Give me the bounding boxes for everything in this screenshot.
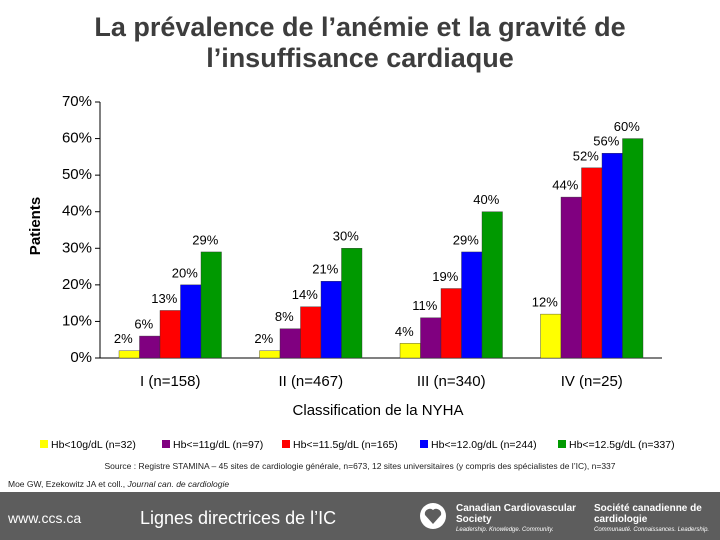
y-tick-label: 60% — [62, 130, 92, 147]
x-tick-label: II (n=467) — [278, 373, 343, 390]
value-label: 40% — [473, 192, 499, 207]
value-label: 11% — [412, 298, 437, 313]
value-label: 13% — [151, 291, 177, 306]
legend-swatch — [282, 440, 290, 448]
x-tick-label: III (n=340) — [417, 373, 486, 390]
bar — [461, 251, 483, 359]
bar — [139, 335, 161, 359]
value-label: 8% — [275, 309, 294, 324]
legend-label: Hb<=11g/dL (n=97) — [173, 439, 263, 451]
bar — [320, 281, 342, 359]
bar — [622, 138, 644, 359]
footer-guide: Lignes directrices de l’IC — [140, 508, 337, 528]
source: Source : Registre STAMINA – 45 sites de … — [104, 461, 616, 471]
citation-authors: Moe GW, Ezekowitz JA et coll., — [8, 479, 126, 489]
legend-label: Hb<10g/dL (n=32) — [51, 439, 136, 451]
bar — [420, 317, 442, 359]
legend-label: Hb<=11.5g/dL (n=165) — [293, 439, 398, 451]
value-label: 60% — [614, 119, 640, 134]
citation: Moe GW, Ezekowitz JA et coll., Journal c… — [8, 479, 229, 489]
tagline-en: Leadership. Knowledge. Community. — [456, 527, 554, 533]
tagline-fr: Communauté. Connaissances. Leadership. — [594, 527, 710, 533]
bar — [118, 350, 140, 359]
value-label: 44% — [552, 178, 578, 193]
legend-label: Hb<=12.5g/dL (n=337) — [569, 439, 675, 451]
bar — [180, 284, 202, 359]
value-label: 12% — [532, 295, 558, 310]
y-tick-label: 50% — [62, 166, 92, 183]
footer: www.ccs.ca Lignes directrices de l’IC Ca… — [0, 492, 720, 540]
y-tick-label: 20% — [62, 276, 92, 293]
x-tick-label: I (n=158) — [140, 373, 200, 390]
x-axis-label: Classification de la NYHA — [293, 402, 464, 419]
bar — [399, 343, 421, 359]
legend-swatch — [162, 440, 170, 448]
y-tick-label: 70% — [62, 93, 92, 110]
y-tick-label: 0% — [70, 349, 92, 366]
legend-label: Hb<=12.0g/dL (n=244) — [431, 439, 537, 451]
value-label: 20% — [172, 265, 198, 280]
chart: Patients Classification de la NYHA 0% 10%… — [27, 93, 675, 451]
bar — [581, 167, 603, 359]
logo-icon — [420, 503, 446, 529]
value-label: 52% — [573, 148, 599, 163]
footer-url: www.ccs.ca — [8, 510, 82, 526]
legend-swatch — [558, 440, 566, 448]
bar — [481, 211, 503, 359]
y-tick-label: 10% — [62, 312, 92, 329]
bar — [300, 306, 322, 359]
bar — [440, 288, 462, 359]
logo-en: Canadian Cardiovascular Society — [456, 503, 577, 525]
y-tick-label: 30% — [62, 239, 92, 256]
x-tick-label: IV (n=25) — [561, 373, 623, 390]
bar — [159, 310, 181, 359]
value-label: 2% — [254, 331, 273, 346]
y-tick-label: 40% — [62, 203, 92, 220]
bar — [540, 313, 562, 359]
legend-swatch — [420, 440, 428, 448]
value-label: 21% — [312, 262, 338, 277]
logo-fr: Société canadienne de cardiologie — [594, 503, 702, 525]
bar — [601, 152, 623, 359]
value-label: 19% — [432, 269, 458, 284]
value-label: 29% — [192, 232, 218, 247]
value-label: 6% — [134, 316, 153, 331]
citation-journal: Journal can. de cardiologie — [127, 479, 230, 489]
chart-title: La prévalence de l’anémie et la gravité … — [94, 12, 626, 73]
bar — [560, 196, 582, 359]
bar — [341, 248, 363, 359]
bar — [259, 350, 281, 359]
legend-swatch — [40, 440, 48, 448]
bar — [200, 251, 222, 359]
value-label: 56% — [593, 134, 619, 149]
bar — [279, 328, 301, 359]
value-label: 4% — [395, 324, 414, 339]
value-label: 14% — [292, 287, 318, 302]
value-label: 30% — [333, 229, 359, 244]
y-axis-label: Patients — [27, 197, 44, 255]
value-label: 29% — [453, 232, 479, 247]
value-label: 2% — [114, 331, 133, 346]
